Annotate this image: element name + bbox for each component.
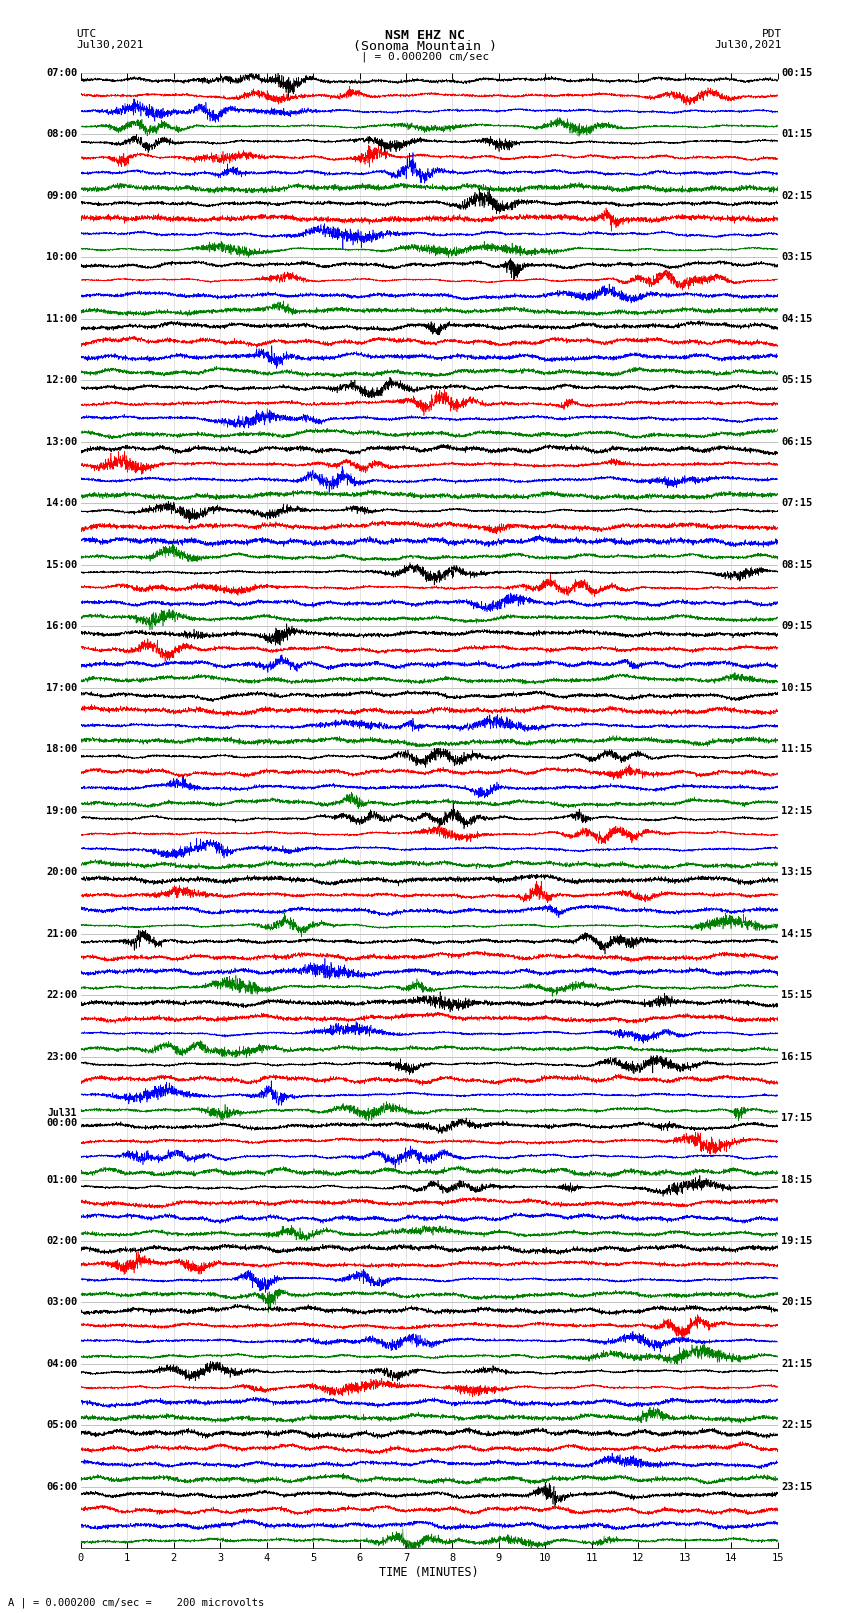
Text: 02:00: 02:00 xyxy=(46,1236,77,1245)
Text: 07:15: 07:15 xyxy=(781,498,813,508)
Text: 03:00: 03:00 xyxy=(46,1297,77,1308)
Text: PDT: PDT xyxy=(762,29,782,39)
Text: 18:15: 18:15 xyxy=(781,1174,813,1184)
Text: 20:15: 20:15 xyxy=(781,1297,813,1308)
Text: 02:15: 02:15 xyxy=(781,190,813,200)
Text: 23:15: 23:15 xyxy=(781,1482,813,1492)
Text: Jul30,2021: Jul30,2021 xyxy=(715,40,782,50)
Text: 21:15: 21:15 xyxy=(781,1360,813,1369)
Text: 11:00: 11:00 xyxy=(46,313,77,324)
Text: 16:15: 16:15 xyxy=(781,1052,813,1061)
X-axis label: TIME (MINUTES): TIME (MINUTES) xyxy=(379,1566,479,1579)
Text: 17:00: 17:00 xyxy=(46,682,77,692)
Text: 07:00: 07:00 xyxy=(46,68,77,77)
Text: UTC: UTC xyxy=(76,29,97,39)
Text: 09:00: 09:00 xyxy=(46,190,77,200)
Text: 08:15: 08:15 xyxy=(781,560,813,569)
Text: 20:00: 20:00 xyxy=(46,868,77,877)
Text: 22:00: 22:00 xyxy=(46,990,77,1000)
Text: 04:00: 04:00 xyxy=(46,1360,77,1369)
Text: 01:15: 01:15 xyxy=(781,129,813,139)
Text: 04:15: 04:15 xyxy=(781,313,813,324)
Text: 01:00: 01:00 xyxy=(46,1174,77,1184)
Text: 11:15: 11:15 xyxy=(781,744,813,753)
Text: 17:15: 17:15 xyxy=(781,1113,813,1123)
Text: Jul31: Jul31 xyxy=(48,1108,77,1118)
Text: 06:15: 06:15 xyxy=(781,437,813,447)
Text: 03:15: 03:15 xyxy=(781,252,813,261)
Text: | = 0.000200 cm/sec: | = 0.000200 cm/sec xyxy=(361,52,489,63)
Text: 14:15: 14:15 xyxy=(781,929,813,939)
Text: NSM EHZ NC: NSM EHZ NC xyxy=(385,29,465,42)
Text: 10:00: 10:00 xyxy=(46,252,77,261)
Text: 00:00: 00:00 xyxy=(46,1118,77,1127)
Text: 14:00: 14:00 xyxy=(46,498,77,508)
Text: 13:15: 13:15 xyxy=(781,868,813,877)
Text: (Sonoma Mountain ): (Sonoma Mountain ) xyxy=(353,40,497,53)
Text: 12:15: 12:15 xyxy=(781,805,813,816)
Text: 18:00: 18:00 xyxy=(46,744,77,753)
Text: 19:15: 19:15 xyxy=(781,1236,813,1245)
Text: 23:00: 23:00 xyxy=(46,1052,77,1061)
Text: A | = 0.000200 cm/sec =    200 microvolts: A | = 0.000200 cm/sec = 200 microvolts xyxy=(8,1597,264,1608)
Text: Jul30,2021: Jul30,2021 xyxy=(76,40,144,50)
Text: 12:00: 12:00 xyxy=(46,376,77,386)
Text: 00:15: 00:15 xyxy=(781,68,813,77)
Text: 05:00: 05:00 xyxy=(46,1421,77,1431)
Text: 09:15: 09:15 xyxy=(781,621,813,631)
Text: 15:00: 15:00 xyxy=(46,560,77,569)
Text: 05:15: 05:15 xyxy=(781,376,813,386)
Text: 21:00: 21:00 xyxy=(46,929,77,939)
Text: 08:00: 08:00 xyxy=(46,129,77,139)
Text: 15:15: 15:15 xyxy=(781,990,813,1000)
Text: 22:15: 22:15 xyxy=(781,1421,813,1431)
Text: 13:00: 13:00 xyxy=(46,437,77,447)
Text: 06:00: 06:00 xyxy=(46,1482,77,1492)
Text: 16:00: 16:00 xyxy=(46,621,77,631)
Text: 19:00: 19:00 xyxy=(46,805,77,816)
Text: 10:15: 10:15 xyxy=(781,682,813,692)
